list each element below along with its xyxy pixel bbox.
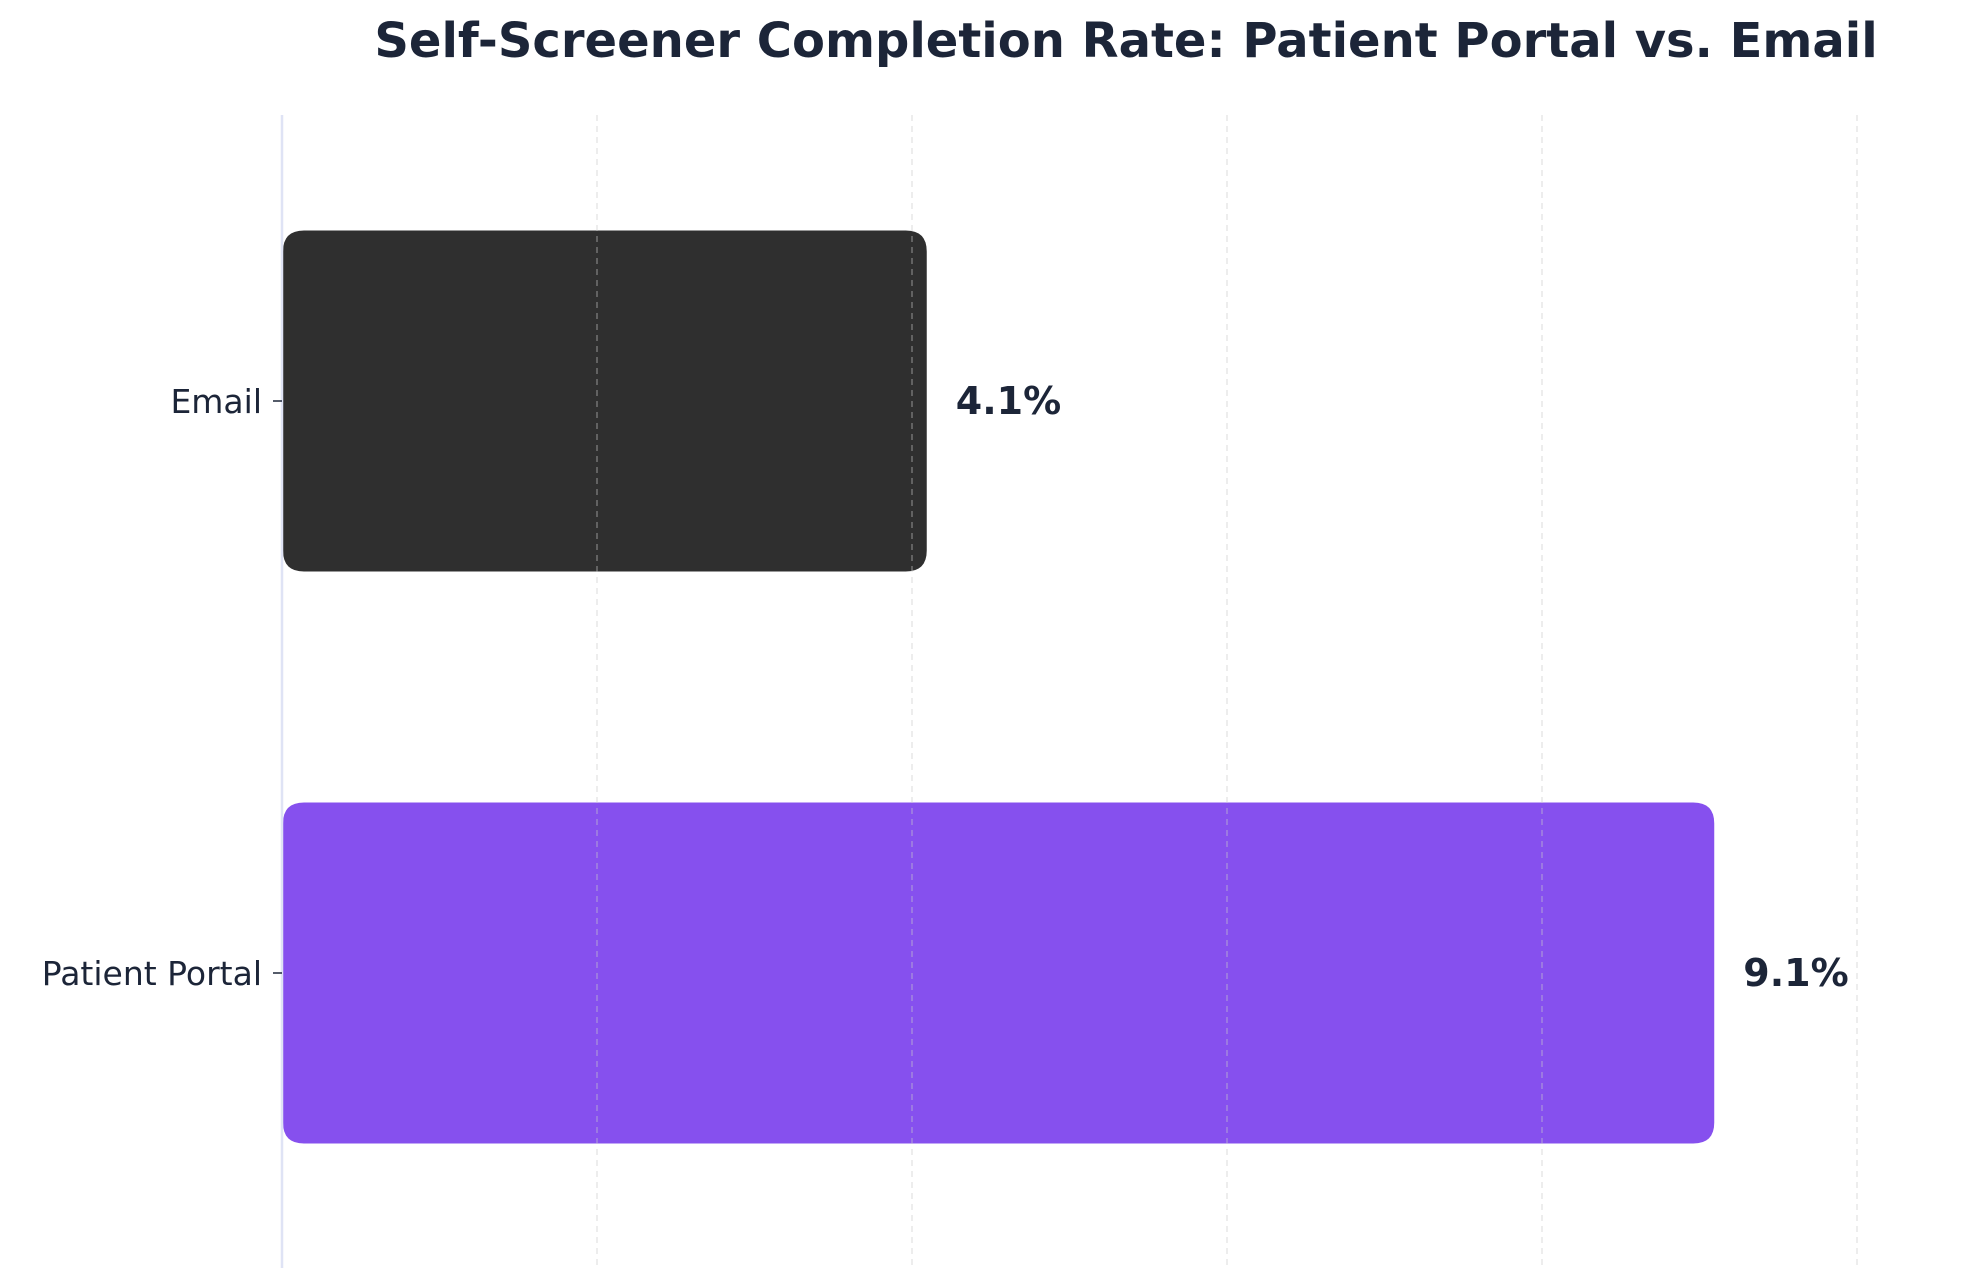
data-label-email: 4.1% [956,379,1061,423]
labels-layer: Email 4.1% Patient Portal 9.1% [42,379,1849,995]
y-tick-label-email: Email [170,382,262,421]
data-label-patient-portal: 9.1% [1743,951,1848,995]
y-tick-label-patient-portal: Patient Portal [42,954,262,993]
ticks-layer [273,400,282,974]
bar-email [281,228,929,574]
grid-layer [596,115,1858,1268]
bars-layer [281,228,1717,1146]
chart-title: Self-Screener Completion Rate: Patient P… [374,13,1877,69]
bar-patient-portal [281,800,1717,1146]
